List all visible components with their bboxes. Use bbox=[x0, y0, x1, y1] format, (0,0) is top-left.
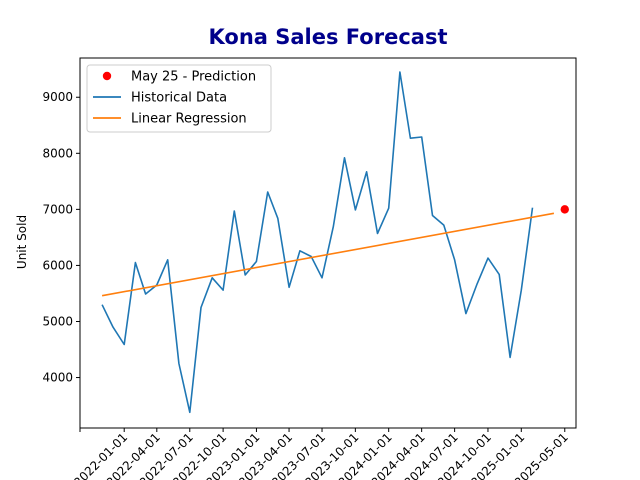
plot-area bbox=[101, 71, 569, 414]
prediction-point bbox=[560, 205, 569, 214]
legend-marker-prediction bbox=[102, 71, 112, 81]
legend-label: Linear Regression bbox=[131, 112, 247, 127]
y-tick-label: 8000 bbox=[42, 146, 73, 160]
y-tick-label: 7000 bbox=[42, 202, 73, 216]
y-tick-label: 9000 bbox=[42, 90, 73, 104]
chart-title: Kona Sales Forecast bbox=[209, 25, 448, 49]
legend-label: Historical Data bbox=[131, 91, 227, 106]
series-line-1 bbox=[101, 212, 555, 297]
legend: May 25 - Prediction Historical Data Linear… bbox=[86, 64, 272, 133]
ticks: 4000500060007000800090002022-01-012022-0… bbox=[42, 90, 570, 480]
legend-box bbox=[86, 64, 272, 133]
y-axis-label: Unit Sold bbox=[15, 215, 29, 269]
series-line-0 bbox=[101, 71, 534, 414]
axes-frame bbox=[79, 57, 577, 429]
y-tick-label: 6000 bbox=[42, 258, 73, 272]
legend-label: May 25 - Prediction bbox=[131, 70, 256, 85]
y-tick-label: 4000 bbox=[42, 371, 73, 385]
y-tick-label: 5000 bbox=[42, 314, 73, 328]
